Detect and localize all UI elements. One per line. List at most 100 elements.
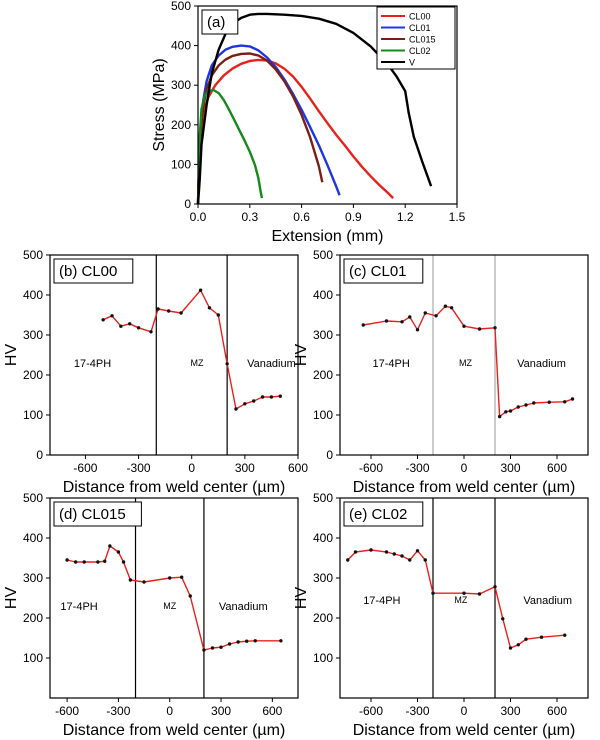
data-point (477, 592, 482, 596)
data-point (142, 580, 146, 584)
y-tick-label: 0 (184, 197, 191, 211)
chart-panel-b: 17-4PH MZ Vanadium -600 -300 0 300 600 0 100 200 30… (3, 248, 308, 496)
data-point (508, 409, 513, 413)
data-point (128, 322, 132, 326)
data-point (128, 578, 133, 582)
data-point (121, 560, 126, 564)
x-tick-label: 300 (500, 704, 520, 718)
y-tick-label: 500 (23, 248, 43, 262)
y-tick-label: 300 (313, 571, 333, 585)
data-point (65, 558, 69, 562)
data-point (563, 633, 567, 637)
y-tick-label: 300 (313, 328, 333, 342)
x-tick-label: -600 (359, 461, 383, 475)
y-tick-label: 300 (23, 571, 43, 585)
region-label-mz: MZ (459, 358, 472, 368)
region-label-17-4ph: 17-4PH (373, 358, 410, 370)
series-line-v (196, 12, 433, 205)
y-tick-label: 400 (313, 531, 333, 545)
x-tick-label: -300 (106, 704, 130, 718)
panel-tag: (e) CL02 (349, 506, 407, 523)
data-point (524, 403, 528, 407)
x-axis-label: Extension (mm) (271, 228, 383, 245)
y-axis-label: Stress (MPa) (151, 58, 168, 151)
panel-tag: (b) CL00 (59, 263, 117, 280)
y-tick-label: 100 (171, 157, 191, 171)
data-point (119, 324, 123, 328)
data-point (207, 306, 212, 310)
series-line-cl02 (196, 88, 264, 205)
data-point (423, 311, 427, 315)
y-tick-label: 100 (23, 651, 43, 665)
data-point (563, 400, 567, 404)
data-point (269, 395, 274, 399)
region-label-17-4ph: 17-4PH (74, 358, 111, 370)
data-point (225, 362, 229, 366)
x-tick-label: 0.3 (241, 210, 258, 224)
panel-tag: (a) (207, 14, 225, 31)
region-label-vanadium: Vanadium (219, 601, 268, 613)
data-point (216, 313, 220, 317)
panel-tag: (c) CL01 (349, 263, 407, 280)
data-point (497, 414, 502, 419)
panel-tag-box (201, 9, 239, 35)
series-line-cl015 (196, 52, 324, 205)
x-tick-label: 0 (166, 704, 173, 718)
data-point (547, 400, 551, 404)
y-axis-label: HV (293, 587, 310, 610)
data-point (244, 639, 249, 643)
data-point (449, 306, 454, 310)
y-axis-label: HV (3, 344, 20, 367)
data-point (198, 288, 203, 292)
data-point (477, 327, 482, 331)
y-tick-label: 100 (23, 408, 43, 422)
data-point (570, 397, 575, 401)
data-point (108, 544, 112, 548)
data-point (101, 318, 105, 322)
data-point (110, 314, 114, 318)
data-point (168, 576, 172, 580)
y-axis-label: HV (293, 344, 310, 367)
x-axis-label: Distance from weld center (µm) (63, 722, 286, 739)
data-point (188, 594, 192, 598)
data-point (227, 642, 232, 646)
data-point (202, 648, 206, 652)
x-tick-label: 1.2 (397, 210, 414, 224)
y-tick-label: 400 (23, 531, 43, 545)
data-point (96, 560, 100, 564)
y-tick-label: 0 (326, 448, 333, 462)
data-point (369, 548, 373, 552)
data-point (149, 330, 153, 334)
panel-tag-box (343, 501, 424, 527)
x-tick-label: 300 (211, 704, 231, 718)
plot-frame (197, 5, 458, 205)
region-label-mz: MZ (454, 595, 467, 605)
y-tick-label: 400 (23, 288, 43, 302)
data-point (493, 585, 497, 589)
x-tick-label: 300 (500, 461, 520, 475)
data-point (493, 326, 497, 330)
data-point (415, 549, 420, 553)
y-tick-label: 200 (313, 368, 333, 382)
data-point (103, 559, 107, 563)
chart-panel-d: 17-4PH MZ Vanadium -600 -300 0 300 600 100 200 300… (3, 491, 299, 739)
data-point (462, 324, 466, 328)
series-line-cl00 (196, 58, 394, 205)
data-point (361, 323, 365, 327)
data-point (166, 309, 171, 313)
data-point (408, 315, 412, 319)
y-tick-label: 200 (171, 118, 191, 132)
y-tick-label: 400 (171, 39, 191, 53)
data-point (179, 575, 184, 579)
data-point (384, 319, 389, 323)
data-point (501, 617, 505, 621)
data-point (431, 591, 435, 595)
panel-tag: (d) CL015 (59, 506, 126, 523)
x-tick-label: 600 (288, 461, 308, 475)
x-tick-label: 600 (547, 461, 567, 475)
x-tick-label: 300 (235, 461, 255, 475)
y-tick-label: 500 (313, 491, 333, 505)
chart-panel-a: 0.0 0.3 0.6 0.9 1.2 1.5 0 100 200 300 400 500 Extens… (151, 0, 466, 245)
x-tick-label: -300 (405, 704, 429, 718)
